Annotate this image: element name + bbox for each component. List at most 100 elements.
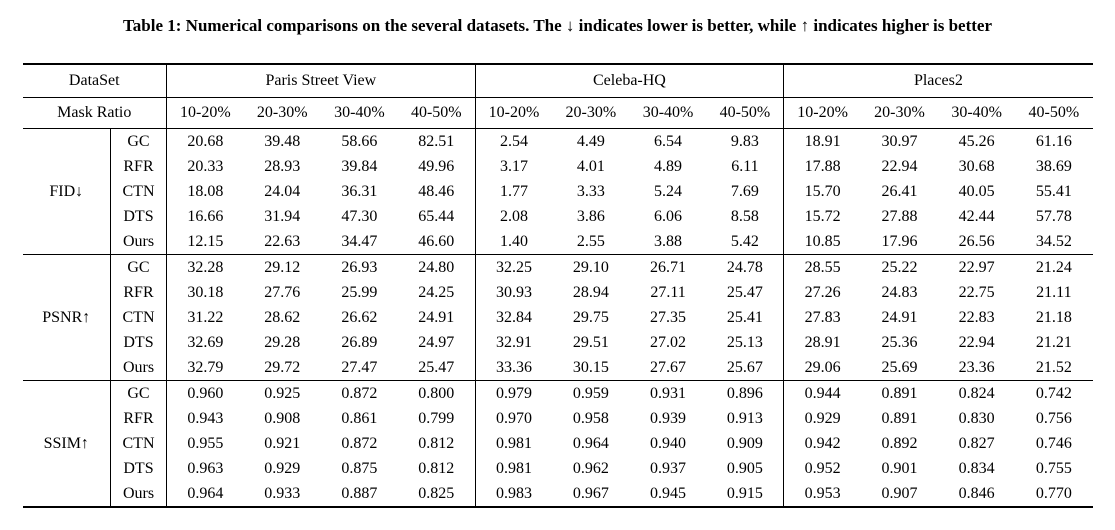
value-cell: 30.68	[958, 157, 995, 175]
mask-ratio-cell: 30-40%	[951, 104, 1002, 121]
value-cell: 32.79	[187, 358, 224, 376]
mask-ratio-cell: 20-30%	[874, 104, 925, 121]
value-cell: 0.964	[187, 484, 224, 502]
mask-ratio-cell: 40-50%	[397, 97, 476, 129]
value-cell: 0.908	[264, 409, 301, 427]
value-cell: 0.872	[341, 434, 378, 452]
value-cell: 28.55	[804, 258, 841, 276]
value-cell: 0.960	[187, 384, 224, 402]
metric-section: PSNR↑ GC 32.28 29.12 26.93 24.80 32.25 29.10 26.…	[22, 254, 1093, 381]
value-cell: 3.33	[576, 182, 605, 200]
table-row: Ours 0.964 0.933 0.887 0.825 0.983 0.967 0.945 0…	[23, 481, 1093, 507]
value-cell: 20.33	[187, 157, 224, 175]
value-cell: 17.88	[804, 157, 841, 175]
value-cell: 40.05	[958, 182, 995, 200]
value-cell: 0.958	[572, 409, 609, 427]
value-cell: 25.99	[341, 283, 378, 301]
value-cell: 0.929	[264, 459, 301, 477]
value-cell: 31.94	[264, 207, 301, 225]
value-cell: 39.84	[341, 157, 378, 175]
value-cell: 0.812	[397, 456, 476, 481]
value-cell: 26.56	[958, 232, 995, 250]
table-row: CTN 31.22 28.62 26.62 24.91 32.84 29.75 27.35 25…	[23, 305, 1093, 330]
value-cell: 32.69	[187, 333, 224, 351]
value-cell: 3.88	[654, 232, 683, 250]
value-cell: 58.66	[341, 132, 378, 150]
value-cell: 0.812	[397, 431, 476, 456]
method-label: CTN	[110, 431, 167, 456]
table-row: RFR 0.943 0.908 0.861 0.799 0.970 0.958 0.939 0.…	[23, 406, 1093, 431]
value-cell: 26.89	[341, 333, 378, 351]
value-cell: 21.52	[1035, 358, 1072, 376]
dataset-header-row: DataSet Paris Street View Celeba-HQ Plac…	[22, 64, 1093, 98]
value-cell: 0.827	[958, 434, 995, 452]
table-header: DataSet Paris Street View Celeba-HQ Plac…	[22, 64, 1093, 129]
value-cell: 34.47	[341, 232, 378, 250]
value-cell: 0.746	[1035, 434, 1072, 452]
mask-ratio-cell: 30-40%	[334, 104, 385, 121]
value-cell: 6.06	[654, 207, 683, 225]
value-cell: 25.41	[706, 305, 785, 330]
value-cell: 0.955	[187, 434, 224, 452]
mask-ratio-cell: 30-40%	[642, 104, 694, 121]
value-cell: 27.26	[804, 283, 841, 301]
value-cell: 7.69	[706, 179, 785, 204]
method-label: RFR	[110, 406, 167, 431]
header-paris-street-view: Paris Street View	[166, 64, 476, 98]
value-cell: 0.921	[264, 434, 301, 452]
value-cell: 45.26	[958, 132, 995, 150]
value-cell: 0.970	[495, 409, 532, 427]
mask-ratio-label-cell: Mask Ratio	[22, 97, 167, 129]
value-cell: 0.892	[881, 434, 918, 452]
value-cell: 21.21	[1035, 333, 1072, 351]
value-cell: 0.945	[650, 484, 687, 502]
metric-label: SSIM↑	[22, 380, 111, 507]
value-cell: 26.41	[881, 182, 918, 200]
value-cell: 0.907	[881, 484, 918, 502]
value-cell: 31.22	[187, 308, 224, 326]
value-cell: 1.40	[499, 232, 528, 250]
value-cell: 0.756	[1035, 409, 1072, 427]
value-cell: 17.96	[881, 232, 918, 250]
table-row: Ours 32.79 29.72 27.47 25.47 33.36 30.15 27.67 2…	[23, 355, 1093, 381]
value-cell: 0.925	[264, 384, 301, 402]
value-cell: 4.49	[576, 132, 605, 150]
value-cell: 55.41	[1035, 182, 1072, 200]
value-cell: 0.800	[397, 380, 476, 406]
value-cell: 0.891	[881, 409, 918, 427]
value-cell: 25.69	[881, 358, 918, 376]
value-cell: 0.937	[650, 459, 687, 477]
value-cell: 24.25	[397, 280, 476, 305]
value-cell: 0.909	[706, 431, 785, 456]
value-cell: 34.52	[1035, 232, 1072, 250]
value-cell: 3.86	[576, 207, 605, 225]
value-cell: 24.04	[264, 182, 301, 200]
method-label: CTN	[110, 305, 167, 330]
mask-ratio-cell: 20-30%	[256, 104, 308, 121]
value-cell: 27.76	[264, 283, 301, 301]
value-cell: 27.47	[341, 358, 378, 376]
value-cell: 30.18	[187, 283, 224, 301]
value-cell: 32.28	[187, 258, 224, 276]
value-cell: 24.83	[881, 283, 918, 301]
value-cell: 29.06	[804, 358, 841, 376]
value-cell: 61.16	[1035, 132, 1072, 150]
value-cell: 0.755	[1035, 459, 1072, 477]
value-cell: 25.47	[397, 355, 476, 381]
value-cell: 0.952	[804, 459, 841, 477]
value-cell: 28.91	[804, 333, 841, 351]
method-label: Ours	[110, 229, 167, 255]
mask-ratio-cell: 10-20%	[797, 104, 848, 121]
value-cell: 22.63	[264, 232, 301, 250]
method-label: GC	[110, 380, 167, 406]
mask-ratio-header-row: Mask Ratio 10-20% 20-30% 30-40% 40-50% 1…	[22, 97, 1093, 129]
value-cell: 0.962	[572, 459, 609, 477]
value-cell: 29.72	[264, 358, 301, 376]
metric-section: SSIM↑ GC 0.960 0.925 0.872 0.800 0.979 0.959 0.9…	[22, 380, 1093, 507]
value-cell: 0.896	[706, 380, 785, 406]
value-cell: 1.77	[499, 182, 528, 200]
header-celeba-hq: Celeba-HQ	[475, 64, 785, 98]
value-cell: 8.58	[706, 204, 785, 229]
method-label: GC	[110, 128, 167, 154]
